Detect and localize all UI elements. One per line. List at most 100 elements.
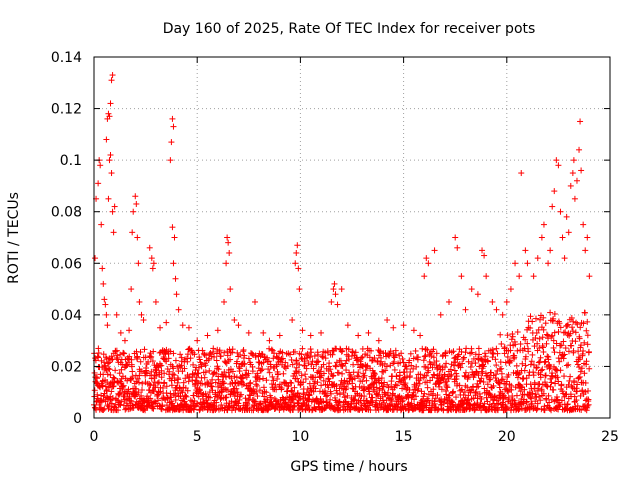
- data-point: [504, 332, 511, 339]
- data-point: [363, 377, 370, 384]
- data-point: [252, 398, 259, 405]
- data-point: [279, 349, 286, 356]
- data-point: [310, 388, 317, 395]
- data-point: [384, 389, 391, 396]
- data-point: [472, 360, 479, 367]
- data-point: [332, 291, 339, 298]
- data-point: [99, 364, 106, 371]
- data-point: [292, 348, 299, 355]
- data-point: [494, 350, 501, 357]
- x-tick-label: 25: [601, 429, 619, 445]
- data-point: [368, 347, 375, 354]
- data-point: [570, 157, 577, 164]
- data-point: [576, 146, 583, 153]
- data-point: [330, 372, 337, 379]
- data-point: [223, 260, 230, 267]
- data-point: [236, 393, 243, 400]
- data-point: [170, 123, 177, 130]
- data-point: [345, 356, 352, 363]
- data-point: [129, 229, 136, 236]
- data-point: [234, 389, 241, 396]
- data-point: [253, 388, 260, 395]
- data-point: [298, 372, 305, 379]
- data-point: [534, 255, 541, 262]
- data-point: [548, 379, 555, 386]
- data-point: [545, 260, 552, 267]
- data-point: [300, 379, 307, 386]
- grid-lines: [94, 57, 610, 418]
- data-point: [446, 298, 453, 305]
- data-point: [130, 208, 137, 215]
- data-point: [296, 286, 303, 293]
- data-point: [181, 365, 188, 372]
- data-point: [270, 355, 277, 362]
- data-point: [542, 372, 549, 379]
- data-point: [103, 136, 110, 143]
- data-point: [361, 393, 368, 400]
- data-point: [569, 170, 576, 177]
- data-point: [425, 260, 432, 267]
- data-point: [108, 170, 115, 177]
- data-point: [137, 358, 144, 365]
- data-point: [118, 398, 125, 405]
- data-point: [551, 349, 558, 356]
- data-point: [266, 337, 273, 344]
- data-point: [307, 346, 314, 353]
- data-point: [166, 368, 173, 375]
- data-point: [266, 369, 273, 376]
- data-point: [577, 324, 584, 331]
- data-point: [565, 229, 572, 236]
- data-point: [110, 229, 117, 236]
- data-point: [214, 363, 221, 370]
- data-point: [118, 375, 125, 382]
- data-point: [226, 249, 233, 256]
- data-point: [133, 200, 140, 207]
- data-point: [585, 387, 592, 394]
- data-point: [172, 275, 179, 282]
- data-point: [104, 322, 111, 329]
- data-point: [100, 351, 107, 358]
- data-point: [540, 348, 547, 355]
- data-point: [228, 375, 235, 382]
- data-point: [295, 265, 302, 272]
- data-point: [401, 369, 408, 376]
- data-point: [257, 400, 264, 407]
- data-point: [378, 375, 385, 382]
- data-point: [572, 338, 579, 345]
- x-tick-label: 20: [498, 429, 516, 445]
- data-point: [498, 340, 505, 347]
- data-point: [403, 365, 410, 372]
- data-point: [267, 363, 274, 370]
- data-point: [564, 322, 571, 329]
- data-point: [530, 273, 537, 280]
- data-point: [168, 382, 175, 389]
- data-point: [103, 355, 110, 362]
- data-point: [319, 353, 326, 360]
- data-point: [567, 373, 574, 380]
- data-point: [212, 379, 219, 386]
- data-point: [292, 260, 299, 267]
- data-point: [217, 353, 224, 360]
- data-point: [247, 379, 254, 386]
- data-point: [194, 337, 201, 344]
- data-point: [133, 385, 140, 392]
- data-point: [357, 358, 364, 365]
- data-point: [536, 381, 543, 388]
- data-point: [260, 384, 267, 391]
- data-point: [533, 315, 540, 322]
- data-point: [318, 329, 325, 336]
- data-point: [345, 346, 352, 353]
- data-point: [481, 252, 488, 259]
- data-point: [318, 382, 325, 389]
- data-point: [178, 387, 185, 394]
- data-point: [538, 234, 545, 241]
- data-point: [117, 329, 124, 336]
- data-point: [109, 356, 116, 363]
- data-point: [117, 401, 124, 408]
- y-tick-label: 0.06: [51, 256, 82, 272]
- data-point: [365, 329, 372, 336]
- data-point: [391, 354, 398, 361]
- data-point: [569, 324, 576, 331]
- data-point: [329, 351, 336, 358]
- data-point: [407, 369, 414, 376]
